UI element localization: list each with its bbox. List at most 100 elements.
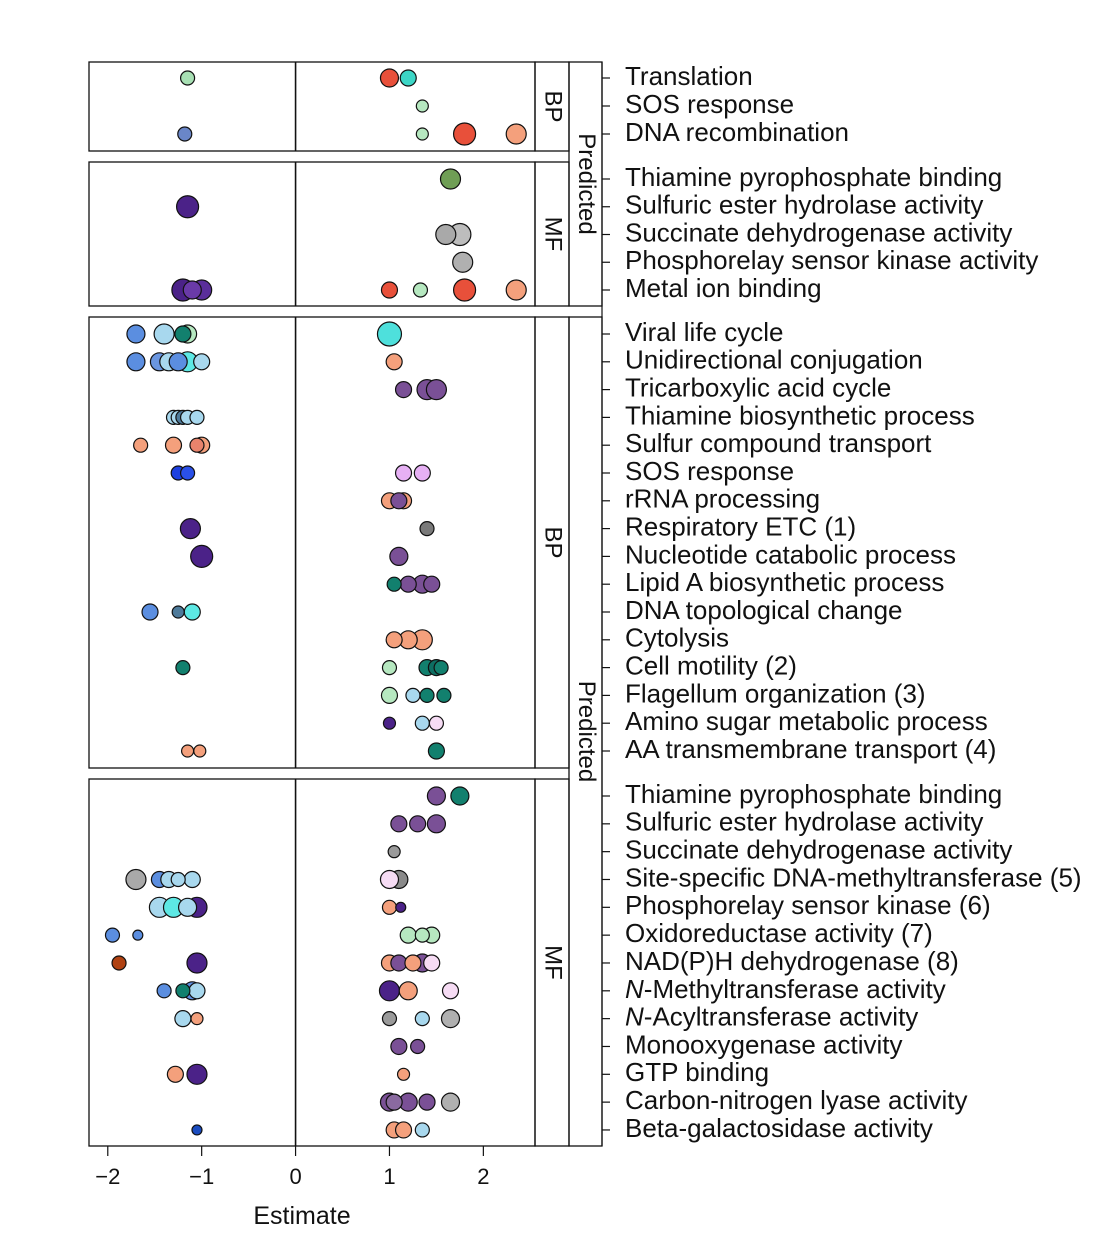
data-point [395,901,407,913]
x-tick-label: −2 [95,1164,120,1189]
data-point [423,954,441,972]
data-point [381,659,398,676]
data-point [404,954,422,972]
data-point [505,279,527,301]
data-point [399,69,417,87]
data-point [175,659,191,676]
data-point [179,465,196,481]
term-label: N-Methyltransferase activity [625,974,946,1004]
data-point [405,687,421,704]
data-point [452,122,477,146]
data-point [164,436,183,454]
data-point [179,517,202,540]
data-point [193,744,207,758]
data-point [104,927,121,943]
data-point [111,955,127,971]
data-point [376,321,403,347]
data-point [450,786,470,806]
data-point [125,868,147,891]
term-label: DNA recombination [625,117,849,147]
data-point [193,353,211,371]
data-point [441,982,460,1000]
term-label: Monooxygenase activity [625,1029,902,1059]
term-label: SOS response [625,456,794,486]
term-label: Thiamine pyrophosphate binding [625,779,1002,809]
data-point [452,251,474,273]
term-label: Translation [625,61,753,91]
data-point [177,126,193,142]
term-label: AA transmembrane transport (4) [625,734,996,764]
data-point [436,687,452,704]
data-point [394,464,413,482]
data-point [433,659,449,676]
data-point [385,1093,403,1111]
data-point [394,381,413,399]
term-label: Lipid A biosynthetic process [625,567,944,597]
term-label: Succinate dehydrogenase activity [625,835,1012,865]
data-point [380,281,399,299]
data-point [440,1092,461,1112]
term-label: Sulfuric ester hydrolase activity [625,190,983,220]
data-point [379,68,400,88]
data-point [390,492,408,510]
data-point [396,1067,411,1081]
data-point [180,744,195,758]
data-point [191,1124,203,1136]
x-axis-title: Estimate [253,1202,350,1230]
data-point [410,1038,426,1055]
term-label: Flagellum organization (3) [625,678,926,708]
data-point [426,786,447,806]
data-point [174,1010,192,1028]
term-label: NAD(P)H dehydrogenase (8) [625,946,959,976]
data-point [182,280,202,300]
data-point [418,1093,436,1111]
points-layer [104,68,527,1139]
strip-label: BP [540,526,567,558]
data-point [390,815,408,833]
data-point [153,323,175,345]
data-point [399,926,417,944]
data-point [188,982,206,1000]
data-point [390,1037,408,1056]
term-label: N-Acyltransferase activity [625,1002,918,1032]
data-point [168,352,188,372]
labels-layer: BP Translation SOS response DNA recombinati… [540,61,1082,1146]
term-label: Thiamine pyrophosphate binding [625,162,1002,192]
data-point [428,715,445,731]
data-point [190,544,214,569]
term-label: Thiamine biosynthetic process [625,400,975,430]
data-point [171,605,185,619]
term-label: Metal ion binding [625,273,822,303]
data-point [126,352,146,372]
term-label: Amino sugar metabolic process [625,706,988,736]
data-point [412,282,429,298]
data-point [409,815,427,833]
data-point [435,223,457,246]
x-axis: −2 −1 0 1 2 Estimate [95,1146,489,1230]
term-label: Cell motility (2) [625,650,797,680]
term-label: DNA topological change [625,595,903,625]
data-point [186,952,208,974]
data-point [381,1011,398,1027]
panel-frame [88,316,536,769]
term-label: Viral life cycle [625,317,783,347]
data-point [394,1121,413,1139]
term-label: Unidirectional conjugation [625,345,923,375]
data-point [425,379,448,401]
data-point [426,814,447,834]
term-label: Oxidoreductase activity (7) [625,918,933,948]
x-tick-label: 2 [477,1164,489,1189]
data-point [385,631,403,649]
data-point [419,520,435,537]
data-point [183,603,201,621]
term-label: Phosphorelay sensor kinase (6) [625,890,991,920]
x-tick-label: 1 [383,1164,395,1189]
strip-label: MF [540,945,567,980]
data-point [505,123,527,145]
data-point [386,576,402,592]
data-point [413,464,431,482]
data-point [133,437,149,453]
data-point [378,980,401,1002]
data-point [389,546,409,567]
